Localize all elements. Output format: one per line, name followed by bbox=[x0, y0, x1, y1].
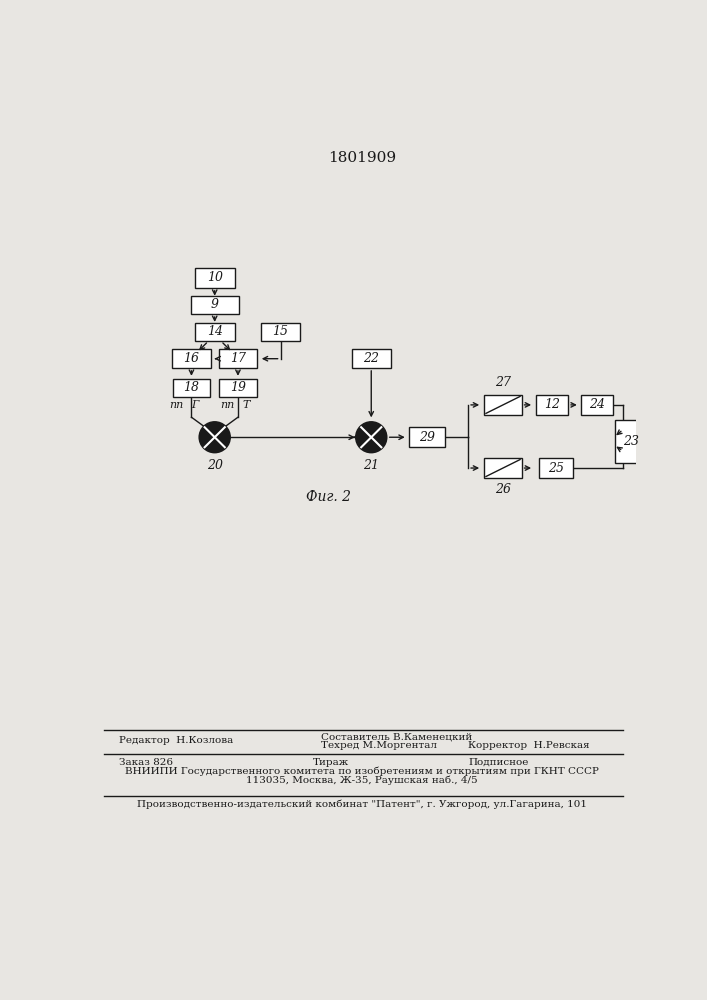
Text: 27: 27 bbox=[495, 376, 511, 389]
Text: Составитель В.Каменецкий: Составитель В.Каменецкий bbox=[321, 733, 472, 742]
Text: 24: 24 bbox=[589, 398, 604, 411]
Text: ВНИИПИ Государственного комитета по изобретениям и открытиям при ГКНТ СССР: ВНИИПИ Государственного комитета по изоб… bbox=[125, 767, 599, 776]
Text: 15: 15 bbox=[273, 325, 288, 338]
Text: 19: 19 bbox=[230, 381, 246, 394]
Bar bbox=[535, 395, 568, 415]
Bar bbox=[194, 323, 235, 341]
Bar bbox=[194, 268, 235, 288]
Bar bbox=[352, 349, 391, 368]
Text: Т: Т bbox=[242, 400, 250, 410]
Bar bbox=[218, 349, 257, 368]
Text: 21: 21 bbox=[363, 459, 379, 472]
Text: Г: Г bbox=[191, 400, 198, 410]
Bar bbox=[191, 296, 239, 314]
Text: 113035, Москва, Ж-35, Раушская наб., 4/5: 113035, Москва, Ж-35, Раушская наб., 4/5 bbox=[246, 775, 478, 785]
Text: 17: 17 bbox=[230, 352, 246, 365]
Bar bbox=[261, 323, 300, 341]
Text: 26: 26 bbox=[495, 483, 511, 496]
Text: 18: 18 bbox=[183, 381, 199, 394]
Text: 1801909: 1801909 bbox=[328, 151, 396, 165]
Text: Заказ 826: Заказ 826 bbox=[119, 758, 173, 767]
Text: 9: 9 bbox=[211, 298, 218, 311]
Text: Подписное: Подписное bbox=[468, 758, 529, 767]
Bar bbox=[409, 427, 445, 447]
Bar bbox=[173, 379, 210, 397]
Bar bbox=[539, 458, 573, 478]
Bar bbox=[580, 395, 613, 415]
Text: 16: 16 bbox=[183, 352, 199, 365]
Text: Тираж: Тираж bbox=[313, 758, 349, 767]
Text: Корректор  Н.Ревская: Корректор Н.Ревская bbox=[468, 741, 590, 750]
Text: 29: 29 bbox=[419, 431, 435, 444]
Text: Техред М.Моргентал: Техред М.Моргентал bbox=[321, 741, 437, 750]
Text: Фиг. 2: Фиг. 2 bbox=[306, 490, 351, 504]
Circle shape bbox=[199, 422, 230, 453]
Bar bbox=[172, 349, 211, 368]
Text: пп: пп bbox=[220, 400, 234, 410]
Circle shape bbox=[356, 422, 387, 453]
Text: 25: 25 bbox=[548, 462, 563, 475]
Bar bbox=[219, 379, 257, 397]
Text: Производственно-издательский комбинат "Патент", г. Ужгород, ул.Гагарина, 101: Производственно-издательский комбинат "П… bbox=[137, 799, 587, 809]
Bar bbox=[484, 458, 522, 478]
Text: 12: 12 bbox=[544, 398, 560, 411]
Bar bbox=[484, 395, 522, 415]
Text: 14: 14 bbox=[206, 325, 223, 338]
Text: 23: 23 bbox=[623, 435, 639, 448]
Text: 22: 22 bbox=[363, 352, 379, 365]
Text: Редактор  Н.Козлова: Редактор Н.Козлова bbox=[119, 736, 233, 745]
Bar bbox=[615, 420, 646, 463]
Text: 10: 10 bbox=[206, 271, 223, 284]
Text: пп: пп bbox=[169, 400, 183, 410]
Text: 20: 20 bbox=[206, 459, 223, 472]
